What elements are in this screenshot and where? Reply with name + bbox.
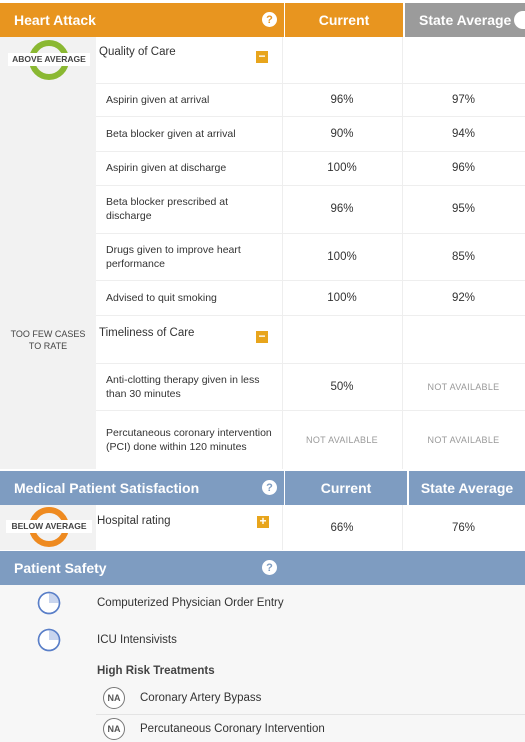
safety-item-label: ICU Intensivists [97,634,177,646]
metric-label: Drugs given to improve heart performance [106,243,241,270]
na-badge-icon: NA [103,687,125,709]
collapse-timeliness-button[interactable]: − [256,330,268,343]
collapse-quality-button[interactable]: − [256,50,268,63]
satisfaction-header: Medical Patient Satisfaction [0,471,284,505]
col-current-header: Current [285,3,403,37]
metric-state: NOT AVAILABLE [427,434,500,445]
col-state-header: State Average [405,3,525,37]
satisfaction-col-state: State Average [409,471,525,505]
rating-ring-icon [8,40,90,80]
safety-body [0,585,525,742]
hospital-rating-state: 76% [451,521,476,534]
hospital-rating-label: Hospital rating [97,515,171,527]
timeliness-of-care-section: Timeliness of Care [99,327,195,339]
metric-label: Beta blocker prescribed at discharge [106,196,228,222]
scroll-right-icon[interactable] [514,11,525,29]
metric-label: Beta blocker given at arrival [106,127,236,140]
metric-state: NOT AVAILABLE [427,381,500,392]
metric-current: NOT AVAILABLE [306,434,378,445]
metric-state: 95% [451,203,476,215]
metric-label: Anti-clotting therapy given in less than… [106,373,260,400]
metric-state: 94% [451,127,476,140]
high-risk-treatments-title: High Risk Treatments [97,665,215,677]
help-icon[interactable]: ? [262,560,277,575]
pie-quarter-icon [37,628,61,652]
metric-current: 100% [327,291,357,304]
metric-label: Aspirin given at discharge [106,162,227,174]
hospital-rating-current: 66% [330,521,354,534]
metric-label: Advised to quit smoking [106,291,217,304]
metric-label: Percutaneous coronary intervention (PCI)… [106,426,272,453]
metric-current: 96% [330,93,354,106]
below-average-label: BELOW AVERAGE [11,521,87,531]
above-average-label: ABOVE AVERAGE [12,54,86,64]
heart-attack-title: Heart Attack [14,12,96,28]
na-badge-icon: NA [103,718,125,740]
metric-current: 90% [330,127,354,140]
help-icon[interactable]: ? [262,12,277,27]
expand-hospital-rating-button[interactable]: + [257,515,269,528]
metric-current: 96% [330,203,354,215]
metric-current: 50% [330,380,354,393]
below-average-badge: BELOW AVERAGE [6,507,92,547]
safety-item-label: Computerized Physician Order Entry [97,597,284,609]
metric-current: 100% [327,250,357,263]
metric-current: 100% [327,162,357,174]
rating-ring-icon [6,507,92,547]
metric-state: 96% [451,162,476,174]
metric-label: Aspirin given at arrival [106,93,210,106]
pie-quarter-icon [37,591,61,615]
too-few-cases-badge: TOO FEW CASES TO RATE [10,329,86,351]
help-icon[interactable]: ? [262,480,277,495]
heart-attack-header: Heart Attack [0,3,284,37]
metric-state: 92% [451,291,476,304]
badge-column [0,37,96,469]
metric-state: 85% [451,250,476,263]
metric-state: 97% [451,93,476,106]
quality-of-care-section: Quality of Care [99,46,176,58]
treatment-label: Coronary Artery Bypass [140,692,262,704]
satisfaction-col-current: Current [285,471,407,505]
treatment-label: Percutaneous Coronary Intervention [140,723,325,735]
above-average-badge: ABOVE AVERAGE [8,40,90,80]
table-body [96,37,525,469]
